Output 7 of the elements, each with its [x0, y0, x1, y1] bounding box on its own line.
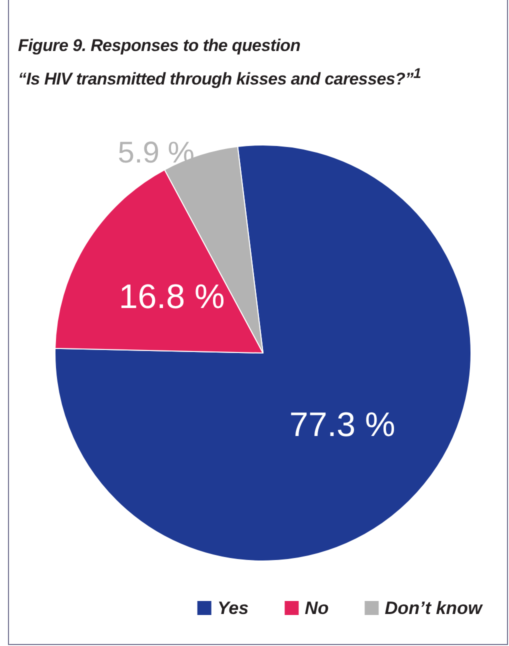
- legend-label: Yes: [217, 598, 249, 618]
- legend-label: No: [304, 598, 329, 618]
- legend-label: Don’t know: [384, 598, 483, 618]
- chart-title: Figure 9. Responses to the question: [18, 36, 300, 56]
- data-label: 77.3 %: [289, 406, 396, 444]
- chart-subtitle: “Is HIV transmitted through kisses and caresses?”$^{1}$: [18, 66, 421, 90]
- data-label: 16.8 %: [118, 278, 225, 316]
